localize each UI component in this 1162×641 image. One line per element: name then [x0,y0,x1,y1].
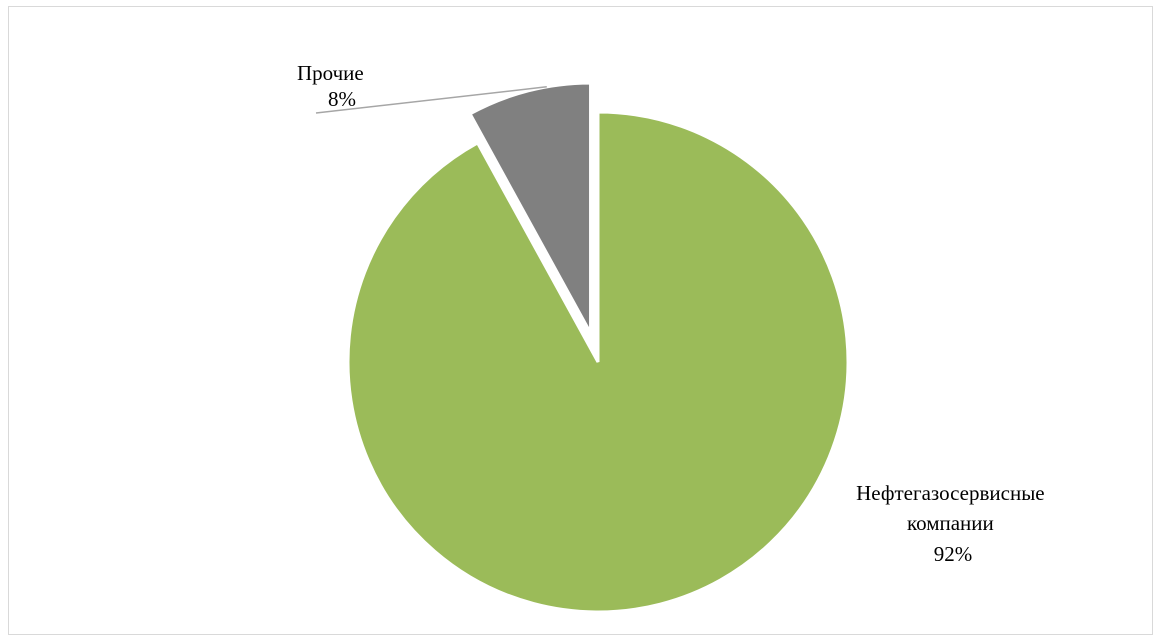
data-label-oilgas-services-value: 92% [934,542,973,566]
leader-line-other [315,86,547,114]
pie-slice-other [468,81,593,334]
data-label-oilgas-services-line2: компании [907,511,994,535]
data-label-other-value: 8% [328,87,356,111]
data-label-oilgas-services: Нефтегазосервисные компании 92% [856,481,1050,566]
data-label-oilgas-services-line1: Нефтегазосервисные [856,481,1045,505]
pie-slice-oilgas-services [346,110,850,614]
data-label-other-name: Прочие [297,61,364,85]
data-label-other: Прочие 8% [297,61,369,111]
